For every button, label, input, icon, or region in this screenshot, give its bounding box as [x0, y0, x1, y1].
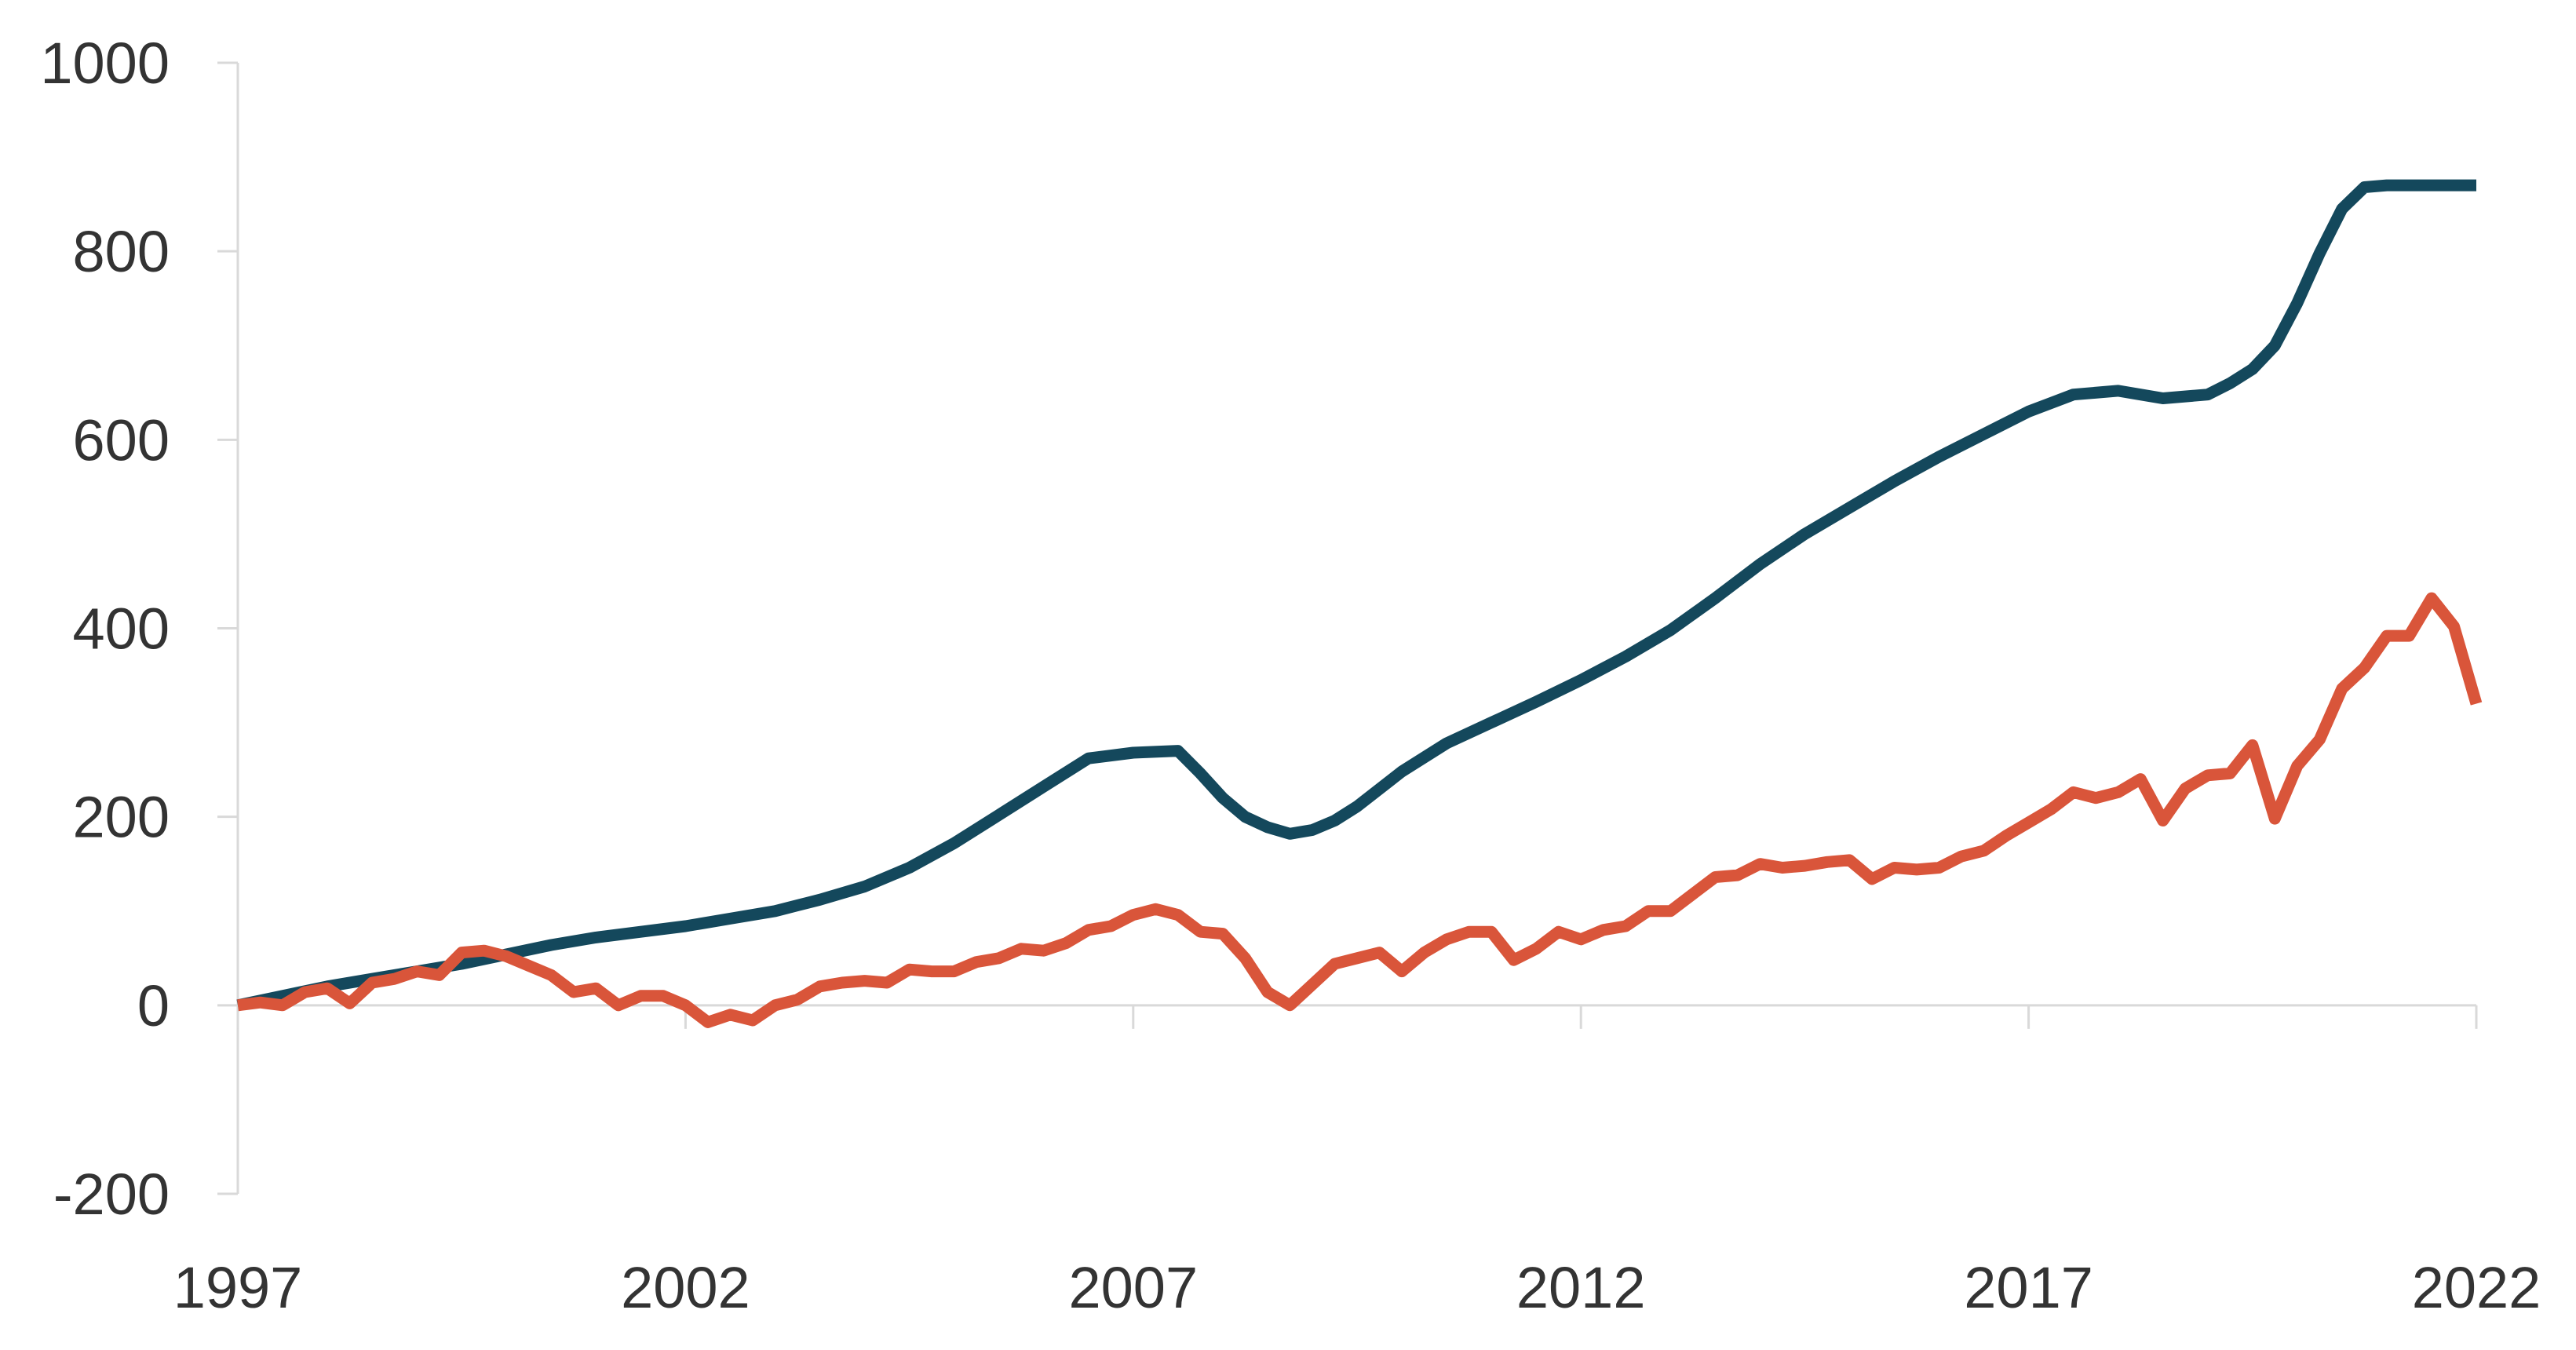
x-tick-label: 2012	[1516, 1255, 1646, 1320]
series-group	[236, 179, 2483, 1028]
y-tick-label: 0	[137, 973, 170, 1038]
x-tick-label: 2022	[2412, 1255, 2541, 1320]
series-line-1	[236, 179, 2476, 1012]
y-tick-label: -200	[53, 1162, 170, 1227]
series-line-2	[237, 592, 2483, 1028]
y-tick-label: 800	[73, 219, 170, 284]
y-tick-label: 200	[73, 785, 170, 850]
y-tick-label: 400	[73, 597, 170, 662]
axes	[217, 61, 2478, 1195]
y-tick-label: 600	[73, 407, 170, 472]
x-tick-label: 2017	[1964, 1255, 2093, 1320]
x-tick-label: 2002	[621, 1255, 750, 1320]
tick-labels: -200 0 200 400 600 800 1000 1997 2002 2007 2012 201…	[40, 31, 2541, 1320]
x-tick-label: 1997	[173, 1255, 303, 1320]
x-tick-label: 2007	[1068, 1255, 1198, 1320]
y-tick-label: 1000	[40, 31, 170, 96]
